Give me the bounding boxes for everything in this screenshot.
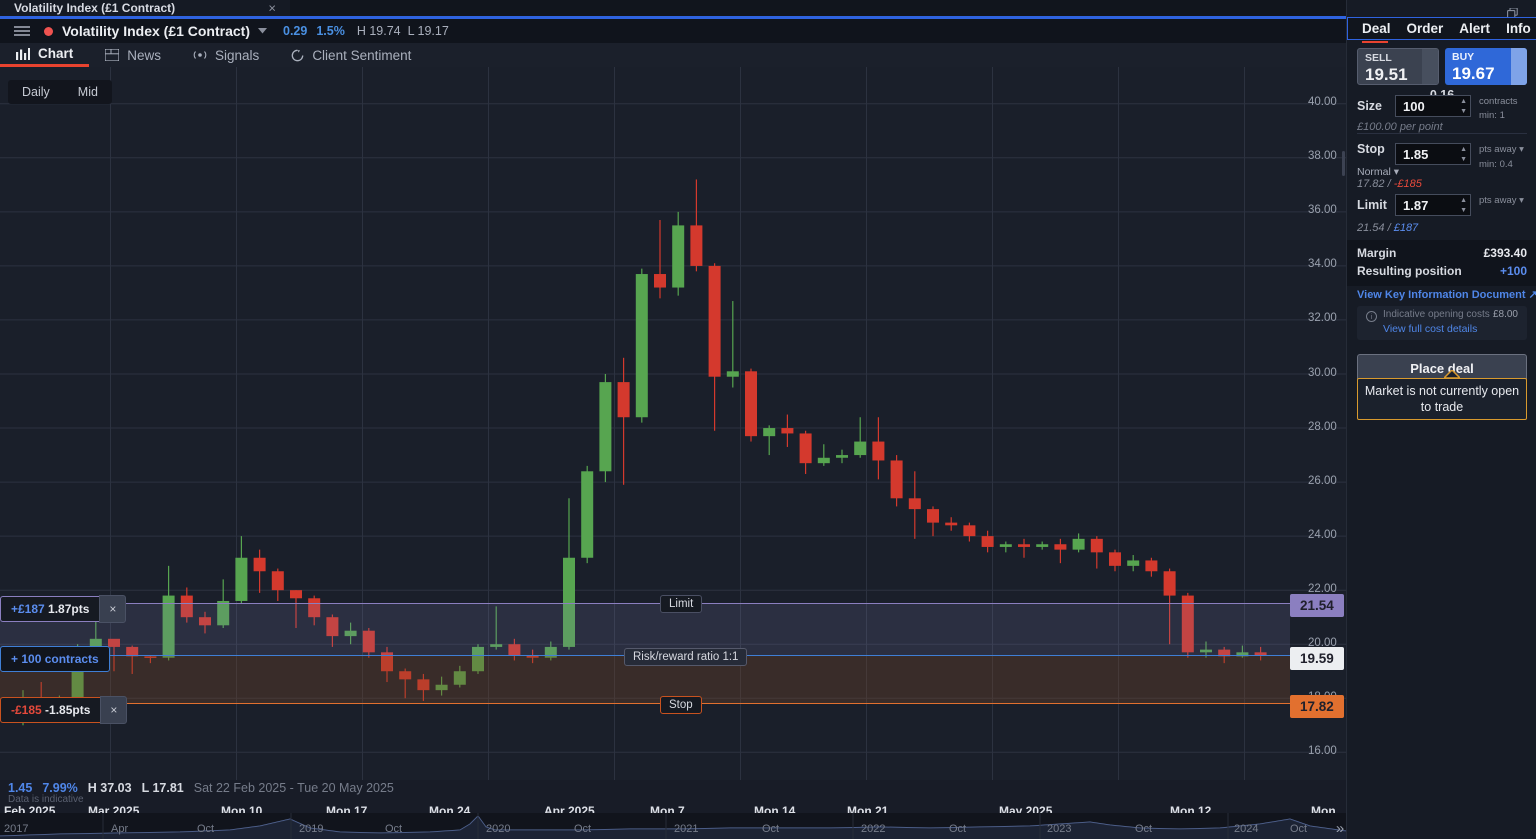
svg-text:Oct: Oct <box>1290 823 1307 835</box>
svg-text:Oct: Oct <box>762 823 779 835</box>
svg-text:2022: 2022 <box>861 823 885 835</box>
svg-text:2017: 2017 <box>4 823 28 835</box>
svg-text:2020: 2020 <box>486 823 510 835</box>
svg-text:Oct: Oct <box>197 823 214 835</box>
svg-text:Apr: Apr <box>111 823 128 835</box>
svg-text:Oct: Oct <box>1135 823 1152 835</box>
svg-text:Oct: Oct <box>574 823 591 835</box>
svg-text:i: i <box>1371 314 1373 321</box>
svg-text:2019: 2019 <box>299 823 323 835</box>
svg-text:Oct: Oct <box>385 823 402 835</box>
svg-text:2021: 2021 <box>674 823 698 835</box>
svg-text:2024: 2024 <box>1234 823 1258 835</box>
svg-text:Oct: Oct <box>949 823 966 835</box>
svg-text:2023: 2023 <box>1047 823 1071 835</box>
